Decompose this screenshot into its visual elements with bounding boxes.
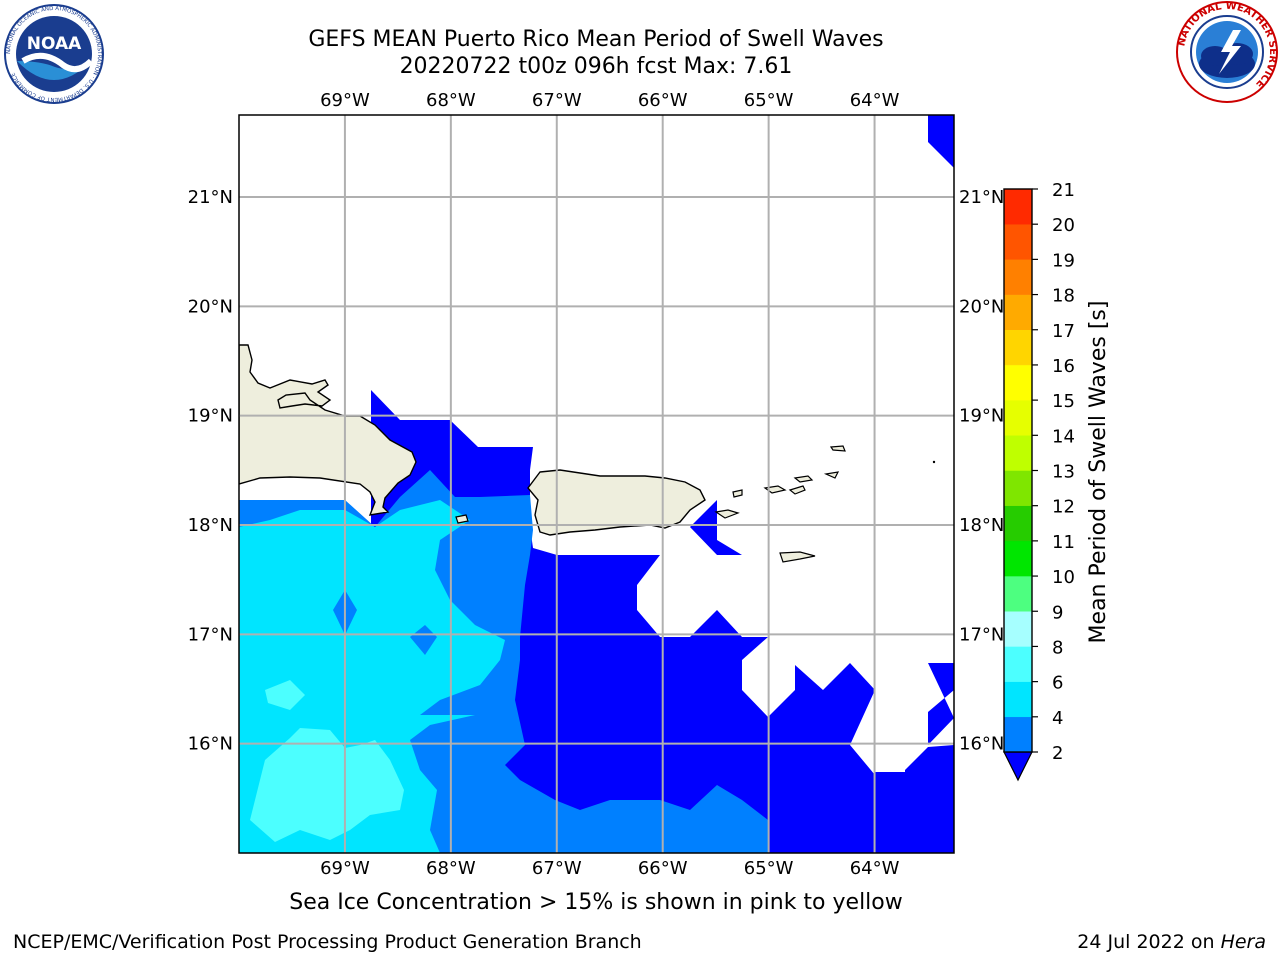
- colorbar-tick-label: 14: [1052, 426, 1075, 447]
- colorbar-tick-label: 15: [1052, 391, 1075, 412]
- colorbar-tick-label: 13: [1052, 462, 1075, 483]
- land-islet-east: [932, 460, 936, 464]
- lat-label-right: 21°N: [959, 187, 1004, 208]
- colorbar-tick-label: 4: [1052, 708, 1063, 729]
- colorbar-tick-label: 16: [1052, 356, 1075, 377]
- colorbar-segment: [1003, 470, 1033, 506]
- map-subtitle: 20220722 t00z 096h fcst Max: 7.61: [399, 54, 793, 79]
- colorbar-tick-label: 10: [1052, 567, 1075, 588]
- lon-label-top: 67°W: [532, 90, 582, 111]
- lat-label-right: 17°N: [959, 624, 1004, 645]
- land-anegada: [829, 445, 846, 452]
- colorbar-tick-label: 20: [1052, 215, 1075, 236]
- land-puerto-rico: [527, 469, 706, 536]
- lon-label-bottom: 68°W: [426, 858, 476, 879]
- map-area: [239, 115, 954, 853]
- colorbar-segment: [1003, 716, 1033, 753]
- map-frame: [238, 114, 955, 854]
- colorbar-tick-label: 8: [1052, 637, 1063, 658]
- longitude-labels: 69°W 69°W 68°W 68°W 67°W 67°W 66°W 66°W 65°W 65°W…: [320, 90, 900, 879]
- colorbar-segment: [1003, 540, 1033, 577]
- land-vieques: [714, 509, 740, 519]
- contour-fill-8-9-blob: [265, 680, 305, 710]
- lat-label-left: 17°N: [188, 624, 233, 645]
- lon-label-top: 66°W: [638, 90, 688, 111]
- land-tortola: [793, 475, 814, 483]
- lat-label-right: 18°N: [959, 515, 1004, 536]
- noaa-logo: NOAA NATIONAL OCEANIC AND ATMOSPHERIC AD…: [4, 4, 104, 104]
- footer-date: 24 Jul 2022 on Hera: [1077, 931, 1266, 953]
- lat-label-right: 20°N: [959, 296, 1004, 317]
- colorbar-tick-label: 21: [1052, 180, 1075, 201]
- contour-fill-4-6-speck2: [410, 625, 437, 655]
- colorbar-tick-label: 9: [1052, 602, 1063, 623]
- colorbar-tick-label: 6: [1052, 673, 1063, 694]
- noaa-logo-text: NOAA: [27, 34, 82, 54]
- sea-ice-note: Sea Ice Concentration > 15% is shown in …: [289, 890, 903, 915]
- land-hispaniola: [239, 344, 417, 516]
- colorbar-segment: [1003, 259, 1033, 295]
- colorbar-segment: [1003, 505, 1033, 542]
- colorbar-tick-label: 12: [1052, 497, 1075, 518]
- lon-label-bottom: 66°W: [638, 858, 688, 879]
- lon-label-top: 65°W: [744, 90, 794, 111]
- lat-label-left: 18°N: [188, 515, 233, 536]
- colorbar-segment: [1003, 399, 1033, 436]
- colorbar-tick-label: 2: [1052, 743, 1063, 764]
- lon-label-bottom: 65°W: [744, 858, 794, 879]
- land-culebra: [732, 489, 743, 498]
- lat-label-left: 20°N: [188, 296, 233, 317]
- colorbar-segment: [1003, 681, 1033, 718]
- colorbar-tick-label: 18: [1052, 286, 1075, 307]
- colorbar-extend-min: [1003, 751, 1033, 782]
- land-mona-island: [455, 514, 469, 524]
- colorbar-segment: [1003, 646, 1033, 682]
- footer-host: Hera: [1220, 931, 1266, 953]
- map-title: GEFS MEAN Puerto Rico Mean Period of Swe…: [308, 27, 884, 52]
- colorbar-tick-label: 17: [1052, 321, 1075, 342]
- land-st-croix: [779, 551, 816, 563]
- lon-label-bottom: 64°W: [850, 858, 900, 879]
- colorbar: 2 4 6 8 9 10 11 12 13 14 15 16 17 18 19 20 21: [1003, 180, 1075, 782]
- lat-label-left: 19°N: [188, 406, 233, 427]
- lon-label-top: 68°W: [426, 90, 476, 111]
- lon-label-bottom: 69°W: [320, 858, 370, 879]
- contour-fill-8-9: [250, 728, 404, 842]
- lon-label-top: 69°W: [320, 90, 370, 111]
- contour-fill-2-4-east-edge: [928, 663, 954, 745]
- contour-fill-2-4-virgin: [690, 500, 742, 555]
- land-st-john: [788, 485, 806, 495]
- land-virgin-gorda: [823, 471, 840, 479]
- contour-fill-2-4-topright: [928, 115, 954, 168]
- lat-label-left: 21°N: [188, 187, 233, 208]
- colorbar-tick-label: 19: [1052, 250, 1075, 271]
- lat-label-right: 16°N: [959, 734, 1004, 755]
- latitude-labels: 21°N 21°N 20°N 20°N 19°N 19°N 18°N 18°N 17°N 17°N…: [188, 187, 1005, 755]
- colorbar-segment: [1003, 611, 1033, 647]
- colorbar-segment: [1003, 435, 1033, 471]
- colorbar-segment: [1003, 329, 1033, 366]
- lon-label-top: 64°W: [850, 90, 900, 111]
- colorbar-segment: [1003, 575, 1033, 612]
- lon-label-bottom: 67°W: [532, 858, 582, 879]
- colorbar-segment: [1003, 294, 1033, 330]
- map-gridlines: [239, 115, 954, 853]
- colorbar-segment: [1003, 364, 1033, 401]
- footer-credit: NCEP/EMC/Verification Post Processing Pr…: [13, 931, 642, 953]
- land-st-thomas: [763, 485, 787, 494]
- colorbar-label: Mean Period of Swell Waves [s]: [1086, 301, 1111, 644]
- lat-label-right: 19°N: [959, 406, 1004, 427]
- colorbar-segment: [1003, 223, 1033, 260]
- colorbar-segment: [1003, 188, 1033, 225]
- contour-fill-4-6-speck3: [495, 552, 510, 578]
- lat-label-left: 16°N: [188, 734, 233, 755]
- footer-date-text: 24 Jul 2022 on: [1077, 931, 1221, 953]
- colorbar-tick-label: 11: [1052, 532, 1075, 553]
- nws-logo: NATIONAL WEATHER SERVICE: [1176, 1, 1278, 103]
